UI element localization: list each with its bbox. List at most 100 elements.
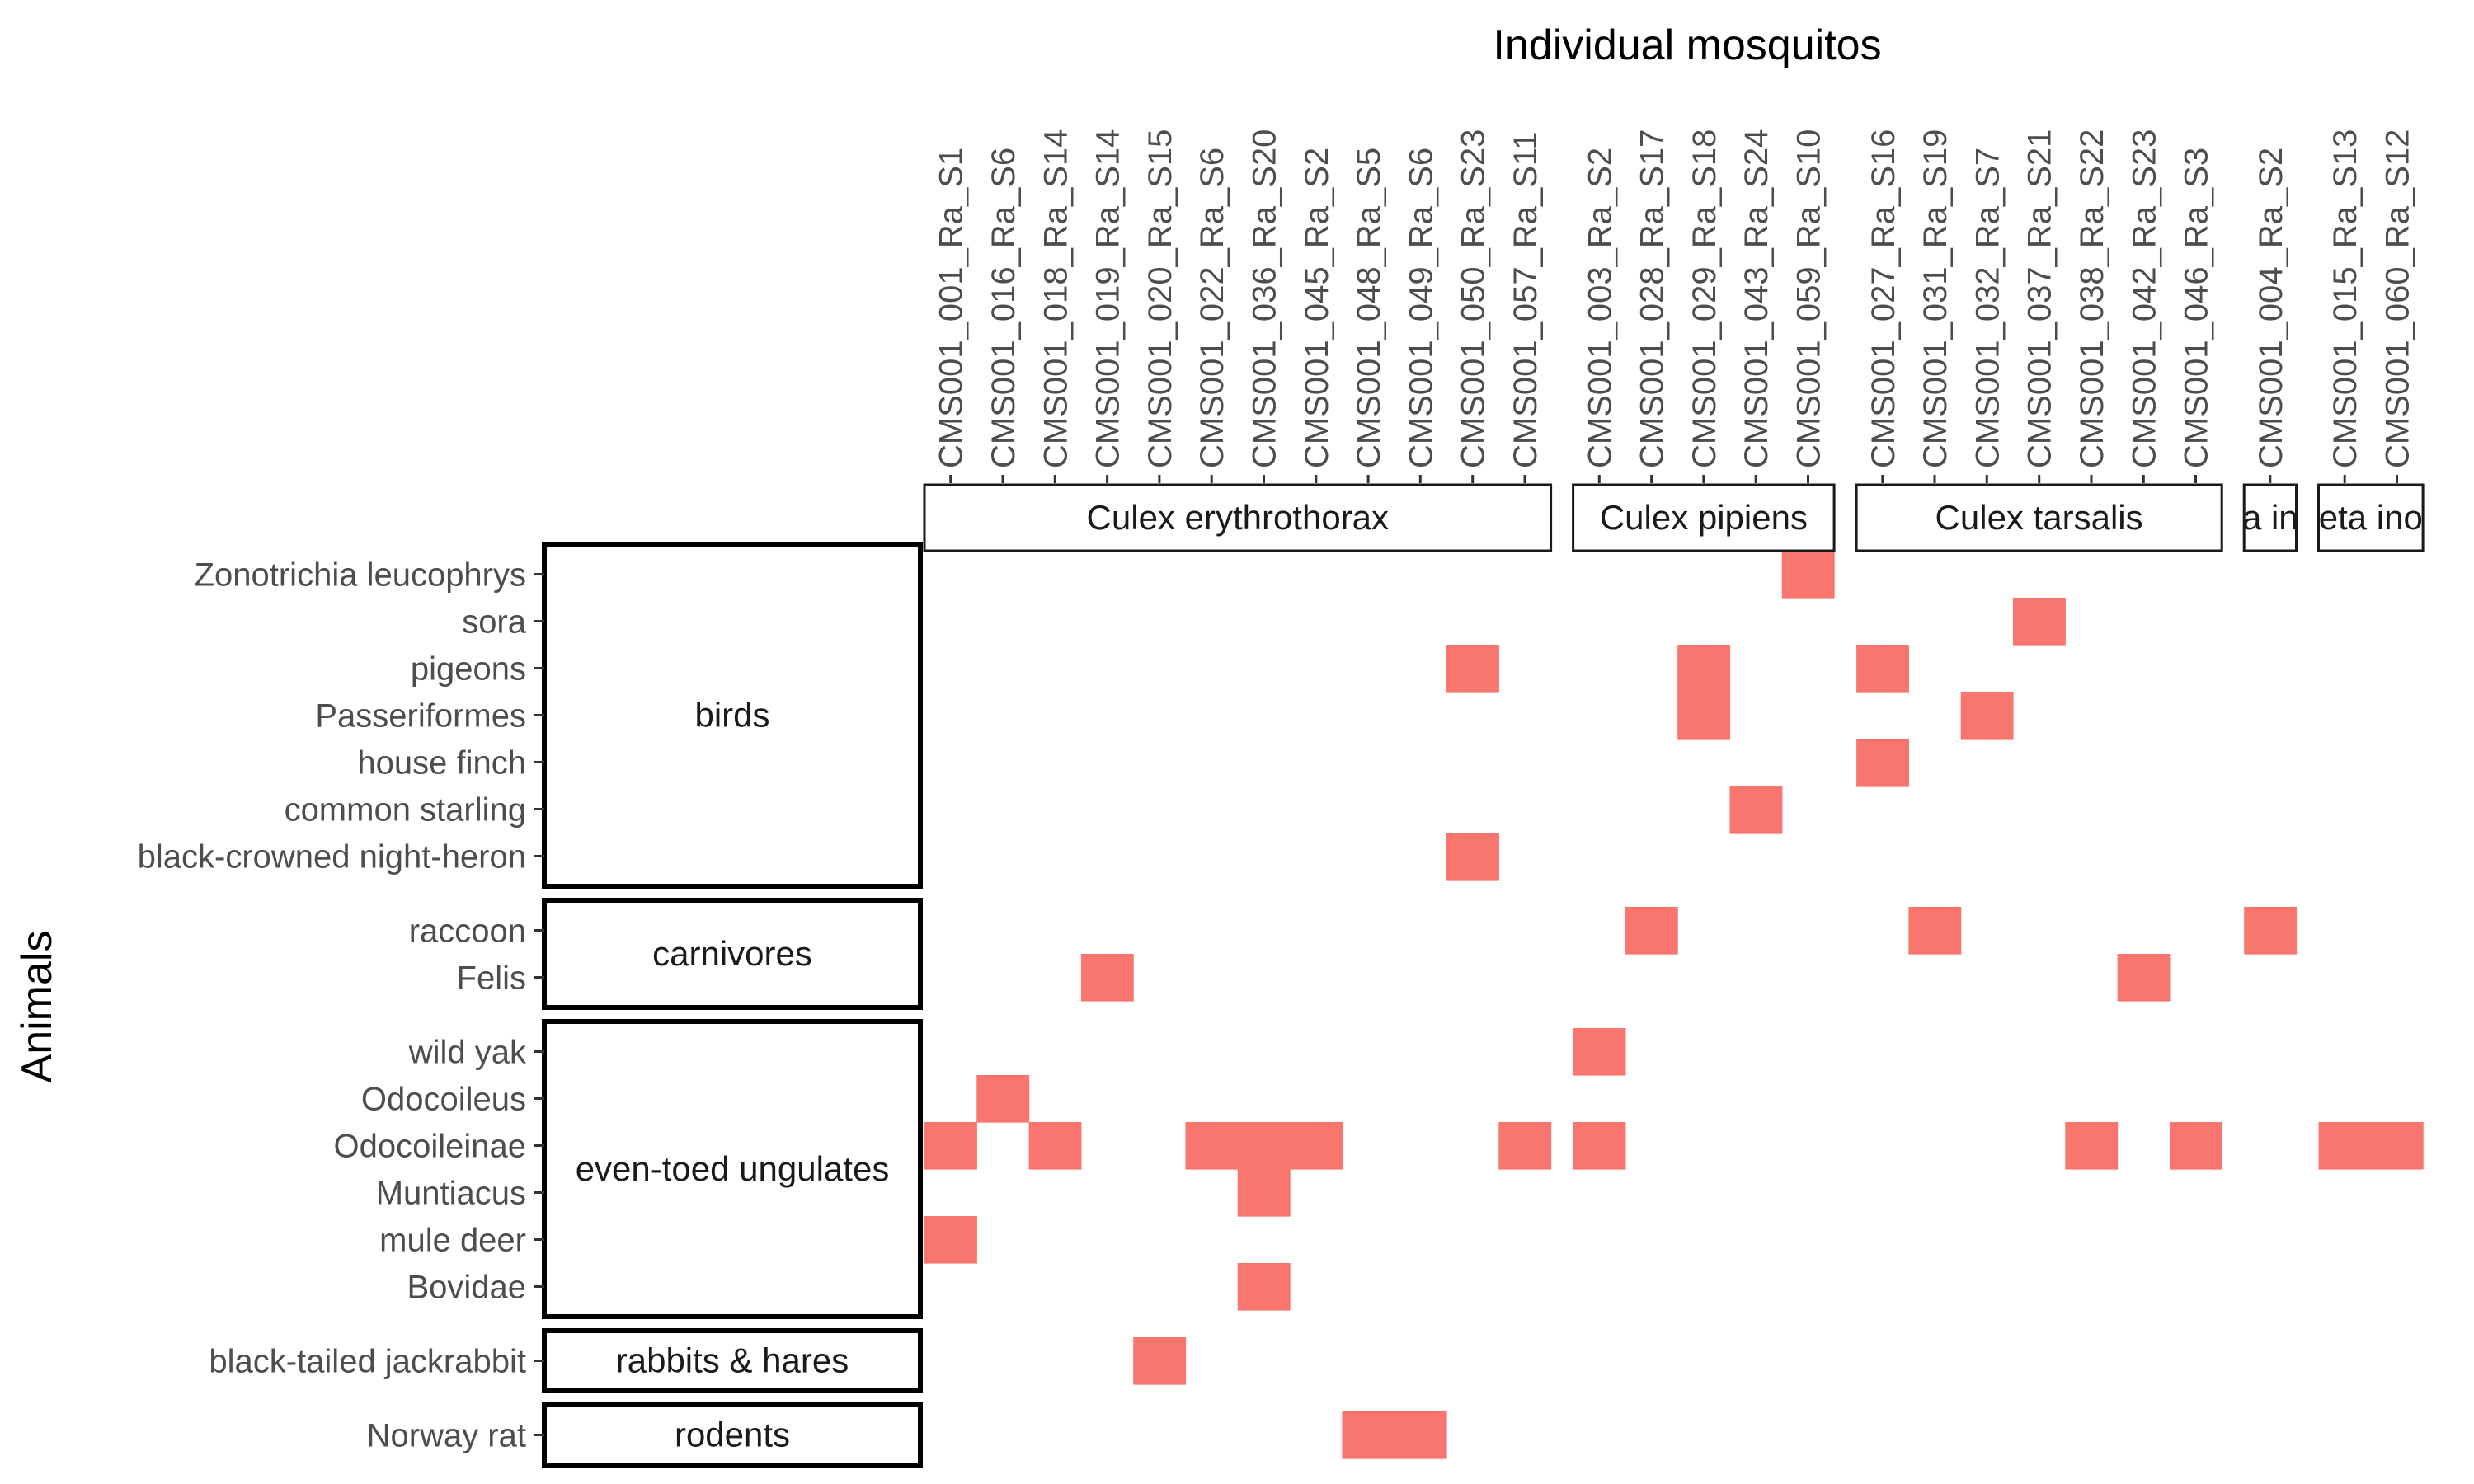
row-tick-label: Passeriformes	[315, 698, 526, 735]
row-group-label: carnivores	[652, 934, 812, 973]
column-tick-label: CMS001_001_Ra_S1	[934, 148, 970, 468]
row-tick-label: Zonotrichia leucophrys	[195, 557, 526, 594]
tile	[1498, 1122, 1552, 1170]
row-group-box	[542, 898, 923, 1010]
row-tick-label: common starling	[285, 792, 526, 829]
column-tick-label: CMS001_028_Ra_S17	[1634, 129, 1671, 468]
tile	[1028, 1122, 1082, 1170]
row-groups: birds carnivores even-toed ungulates rabbit…	[542, 542, 923, 1468]
x-axis-title: Individual mosquitos	[1493, 21, 1881, 69]
row-group-box	[542, 542, 923, 889]
column-strips: Culex erythrothorax Culex pipiens Culex ta…	[923, 483, 2425, 552]
tile	[1237, 1122, 1291, 1170]
tile	[1185, 1122, 1239, 1170]
tiles-layer	[924, 551, 2424, 1459]
row-axis: Zonotrichia leucophrys sora pigeons Passeri…	[138, 557, 544, 1454]
tile	[1080, 954, 1134, 1002]
tile	[1856, 739, 1909, 787]
column-tick-label: CMS001_046_Ra_S3	[2179, 148, 2215, 468]
column-tick-label: CMS001_037_Ra_S21	[2022, 129, 2058, 468]
row-tick-label: Felis	[457, 960, 526, 997]
column-tick-label: CMS001_038_Ra_S22	[2074, 129, 2110, 468]
tile	[924, 1216, 977, 1264]
tile	[1908, 907, 1962, 955]
column-strip-box	[2317, 483, 2425, 552]
tile	[1573, 1122, 1626, 1170]
column-tick-label: CMS001_020_Ra_S15	[1142, 129, 1178, 468]
tile	[2013, 598, 2066, 646]
row-tick-label: raccoon	[409, 913, 526, 950]
tile	[1677, 645, 1731, 693]
tile	[1573, 1028, 1626, 1076]
tile	[1133, 1337, 1187, 1385]
tile	[2065, 1122, 2119, 1170]
row-tick-label: black-tailed jackrabbit	[209, 1344, 526, 1380]
row-group-label: rabbits & hares	[616, 1341, 849, 1380]
row-group-box	[542, 1019, 923, 1319]
column-tick-label: CMS001_049_Ra_S6	[1403, 148, 1439, 468]
column-tick-label: CMS001_015_Ra_S13	[2327, 129, 2363, 468]
tile	[1446, 645, 1499, 693]
column-tick-label: CMS001_029_Ra_S18	[1686, 129, 1723, 468]
tile	[1856, 645, 1909, 693]
column-tick-label: CMS001_050_Ra_S23	[1456, 129, 1492, 468]
column-tick-label: CMS001_042_Ra_S23	[2126, 129, 2162, 468]
row-group-label: birds	[694, 696, 769, 735]
row-tick-label: house finch	[357, 745, 526, 782]
tile	[976, 1075, 1030, 1123]
column-strip-label: a in	[2242, 498, 2298, 537]
row-group-label: rodents	[675, 1416, 790, 1454]
row-tick-label: Odocoileus	[361, 1082, 526, 1118]
tile	[1781, 551, 1835, 599]
row-tick-label: Odocoileinae	[334, 1129, 527, 1165]
column-tick-label: CMS001_045_Ra_S2	[1299, 148, 1335, 468]
row-tick-label: wild yak	[408, 1035, 527, 1071]
tile	[1394, 1411, 1447, 1459]
tile	[1237, 1263, 1291, 1311]
column-tick-label: CMS001_059_Ra_S10	[1791, 129, 1827, 468]
tile	[1446, 833, 1499, 881]
column-tick-label: CMS001_048_Ra_S5	[1351, 148, 1387, 468]
column-tick-label: CMS001_036_Ra_S20	[1247, 129, 1283, 468]
column-tick-label: CMS001_031_Ra_S19	[1917, 129, 1954, 468]
column-strip-box	[1855, 483, 2223, 552]
column-tick-label: CMS001_060_Ra_S12	[2380, 129, 2416, 468]
tile	[2370, 1122, 2424, 1170]
column-strip-label: eta ino	[2319, 498, 2423, 537]
tile	[1625, 907, 1678, 955]
tile	[1237, 1169, 1291, 1217]
column-tick-label: CMS001_022_Ra_S6	[1194, 148, 1230, 468]
column-tick-label: CMS001_057_Ra_S11	[1507, 132, 1544, 468]
tile	[2169, 1122, 2222, 1170]
column-strip-label: Culex erythrothorax	[1087, 498, 1390, 537]
row-tick-label: sora	[462, 604, 527, 641]
column-strip-label: Culex pipiens	[1600, 498, 1808, 537]
tile	[1960, 692, 2014, 740]
column-tick-label: CMS001_016_Ra_S6	[985, 148, 1022, 468]
row-tick-label: Bovidae	[407, 1270, 526, 1306]
column-axis: CMS001_001_Ra_S1 CMS001_016_Ra_S6 CMS001_0…	[934, 129, 2416, 483]
column-tick-label: CMS001_019_Ra_S14	[1090, 129, 1126, 468]
column-tick-label: CMS001_027_Ra_S16	[1865, 129, 1902, 468]
row-tick-label: mule deer	[379, 1223, 526, 1259]
column-strip-label: Culex tarsalis	[1935, 498, 2143, 537]
column-tick-label: CMS001_018_Ra_S14	[1037, 129, 1074, 468]
row-tick-label: black-crowned night-heron	[138, 839, 526, 876]
column-tick-label: CMS001_032_Ra_S7	[1969, 148, 2006, 468]
row-tick-label: Norway rat	[367, 1418, 526, 1454]
column-strip-box	[923, 483, 1553, 552]
tile	[2117, 954, 2171, 1002]
column-tick-label: CMS001_004_Ra_S2	[2253, 148, 2289, 468]
column-tick-label: CMS001_003_Ra_S2	[1582, 148, 1618, 468]
column-strip-box	[2242, 483, 2298, 552]
tile	[924, 1122, 977, 1170]
tile	[2244, 907, 2298, 955]
tile	[1342, 1411, 1395, 1459]
y-axis-title: Animals	[13, 931, 61, 1083]
tile	[1677, 692, 1731, 740]
tile	[2318, 1122, 2372, 1170]
tile	[1290, 1122, 1343, 1170]
row-tick-label: Muntiacus	[376, 1176, 526, 1212]
row-group-label: even-toed ungulates	[576, 1149, 890, 1188]
